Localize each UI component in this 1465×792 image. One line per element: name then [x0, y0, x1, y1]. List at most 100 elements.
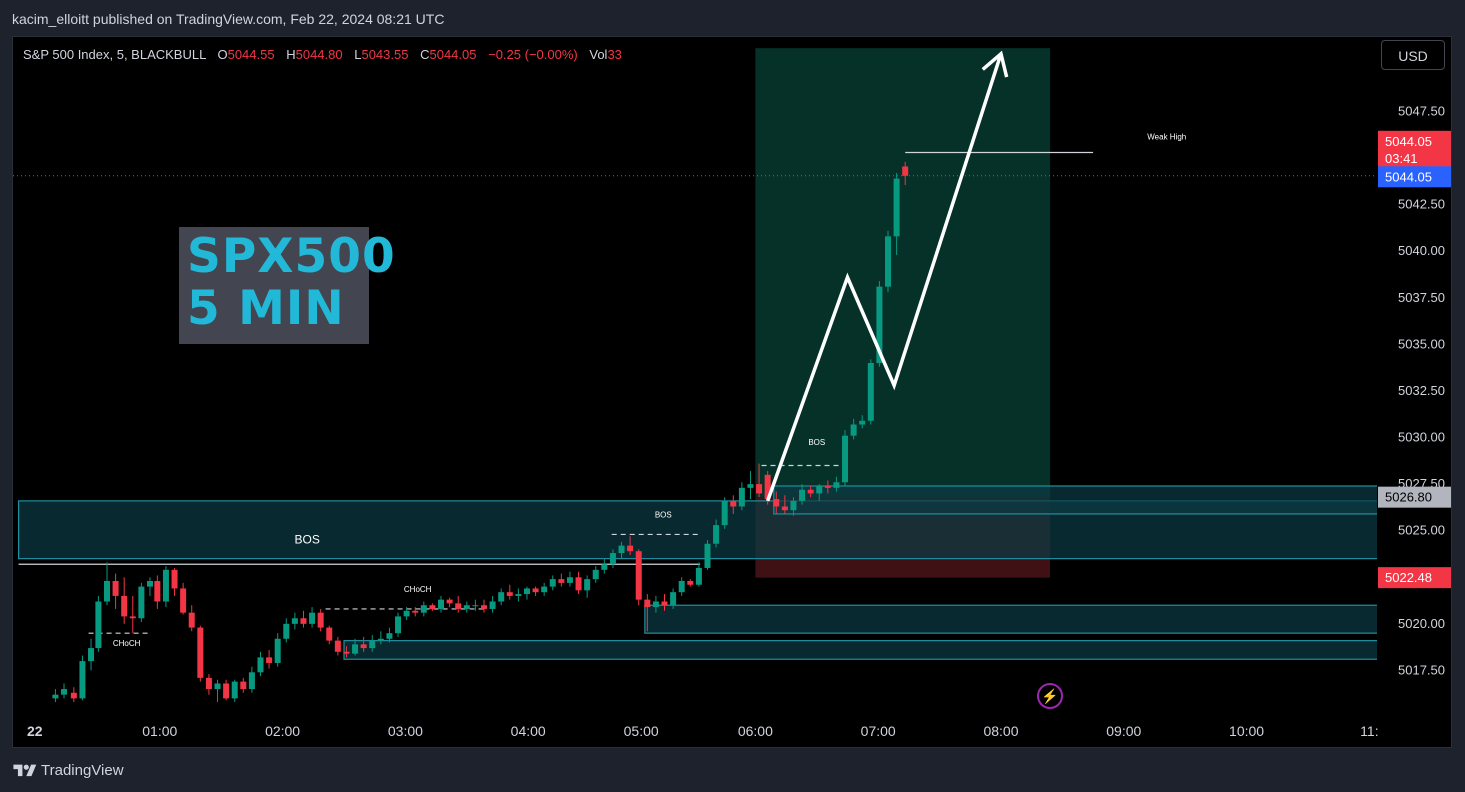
candle-body — [833, 482, 840, 488]
candle-body — [747, 484, 754, 488]
currency-button[interactable]: USD — [1381, 40, 1445, 70]
candle-body — [893, 178, 900, 237]
candle — [670, 588, 677, 609]
price-tick-label: 5037.50 — [1398, 290, 1445, 305]
candle — [618, 541, 625, 559]
candle-body — [266, 657, 273, 663]
candle-body — [274, 638, 281, 663]
candle-body — [773, 499, 780, 507]
candle — [842, 430, 849, 486]
time-axis-bg — [13, 717, 1451, 747]
chart-title-box: SPX500 5 MIN — [179, 227, 395, 344]
candle — [893, 173, 900, 255]
candle — [403, 607, 410, 621]
candle — [566, 571, 573, 587]
candle — [575, 571, 582, 595]
candle-body — [859, 420, 866, 425]
candle-body — [721, 500, 728, 526]
candle — [687, 579, 694, 587]
candle — [549, 575, 556, 591]
candle-body — [455, 603, 462, 609]
candle-body — [489, 601, 496, 609]
candle-body — [824, 485, 831, 488]
candle — [386, 627, 393, 643]
candle — [867, 359, 874, 425]
candle-body — [902, 166, 909, 176]
candle-body — [463, 605, 470, 609]
candle — [52, 689, 59, 703]
candle — [112, 573, 119, 609]
close-label: C — [420, 47, 430, 62]
bid-price-tag-bg — [1378, 166, 1451, 188]
demand-zone — [644, 604, 1377, 634]
candle-body — [248, 672, 255, 690]
open-value: 5044.55 — [227, 47, 275, 62]
candle — [248, 666, 255, 693]
price-chart[interactable]: BOS BOS BOS CHoCH CHoCH Weak High 5017.50 5020.… — [13, 37, 1452, 748]
candle-body — [627, 545, 634, 552]
projection-arrowhead — [981, 50, 1009, 78]
candle-body — [867, 363, 874, 421]
candle-body — [713, 525, 720, 544]
candle-body — [429, 605, 436, 609]
candle — [738, 482, 745, 511]
candle-body — [609, 553, 616, 565]
candle-body — [790, 500, 797, 511]
time-tick-label: 03:00 — [388, 723, 423, 739]
candle — [584, 575, 591, 598]
candle-body — [309, 612, 316, 624]
time-tick-label: 07:00 — [861, 723, 896, 739]
time-tick-label: 02:00 — [265, 723, 300, 739]
candle-body — [566, 577, 573, 583]
candle — [171, 567, 178, 596]
candle-body — [291, 618, 298, 624]
candle-body — [601, 564, 608, 570]
candle-body — [515, 594, 522, 596]
candle-body — [876, 286, 883, 364]
price-tick-label: 5035.00 — [1398, 336, 1445, 351]
publisher-bar: kacim_elloitt published on TradingView.c… — [0, 0, 1465, 36]
symbol-info[interactable]: S&P 500 Index, 5, BLACKBULL — [23, 47, 206, 62]
candle-body — [154, 581, 161, 602]
candle-body — [523, 588, 530, 595]
candle-body — [52, 694, 59, 699]
candle — [532, 586, 539, 596]
stop-price-tag: 5022.48 — [1378, 567, 1451, 589]
time-tick-label: 04:00 — [511, 723, 546, 739]
candle — [781, 495, 788, 514]
candle-body — [197, 627, 204, 678]
ohlc-legend: S&P 500 Index, 5, BLACKBULL O5044.55 H50… — [23, 47, 622, 62]
candle — [644, 594, 651, 632]
candle — [70, 687, 77, 703]
chart-pane[interactable]: BOS BOS BOS CHoCH CHoCH Weak High 5017.50 5020.… — [12, 36, 1452, 748]
candle — [257, 651, 264, 677]
candle-body — [283, 623, 290, 639]
candle-body — [781, 506, 788, 511]
candle — [816, 484, 823, 501]
candle-body — [850, 424, 857, 436]
candle — [824, 480, 831, 494]
candle-body — [317, 612, 324, 628]
candle-body — [70, 692, 77, 699]
candle-body — [162, 569, 169, 602]
candle — [730, 495, 737, 514]
chart-annotation: Weak High — [1147, 132, 1186, 141]
candle — [326, 625, 333, 645]
candle-body — [334, 640, 341, 652]
zone-price-tag: 5026.80 — [1378, 486, 1451, 508]
tradingview-logo-icon[interactable] — [12, 762, 38, 780]
candle-body — [678, 581, 685, 593]
title-symbol: SPX500 — [187, 229, 396, 284]
candle — [704, 540, 711, 570]
candle — [455, 595, 462, 613]
candle — [850, 418, 857, 440]
candle — [601, 558, 608, 574]
candle-body — [584, 579, 591, 591]
high-label: H — [286, 47, 296, 62]
tradingview-brand[interactable]: TradingView — [41, 762, 124, 779]
candle-body — [360, 644, 367, 649]
candle — [885, 230, 892, 293]
candle-body — [687, 581, 694, 585]
lightning-bolt-icon[interactable]: ⚡ — [1037, 683, 1063, 709]
candle — [429, 603, 436, 611]
